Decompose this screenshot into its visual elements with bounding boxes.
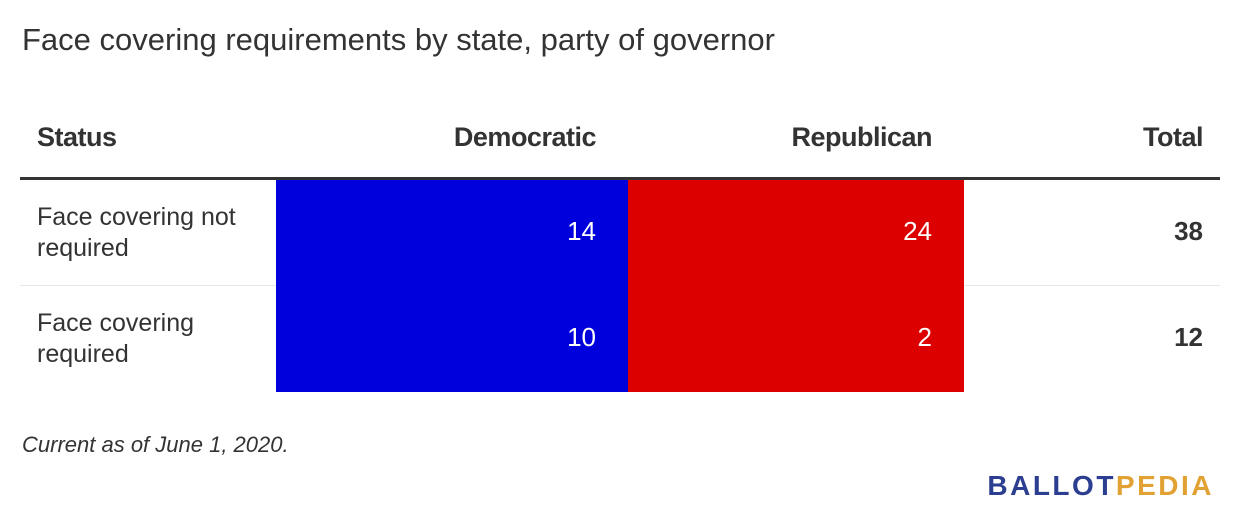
table-row: Face covering required 10 2 12: [20, 286, 1220, 392]
total-value: 12: [1174, 322, 1203, 352]
table-header-row: Status Democratic Republican Total: [20, 100, 1220, 180]
total-value: 38: [1174, 216, 1203, 246]
row-status-label: Face covering not required: [37, 203, 236, 262]
column-header-republican: Republican: [791, 122, 932, 152]
democratic-cell: 14: [276, 180, 628, 286]
republican-cell: 24: [628, 180, 964, 286]
footnote: Current as of June 1, 2020.: [22, 432, 289, 457]
democratic-value: 14: [567, 216, 596, 246]
column-header-total: Total: [1143, 122, 1204, 152]
republican-cell: 2: [628, 286, 964, 392]
democratic-cell: 10: [276, 286, 628, 392]
table-row: Face covering not required 14 24 38: [20, 180, 1220, 286]
logo-part-2: PEDIA: [1115, 470, 1214, 501]
column-header-status: Status: [37, 122, 117, 152]
row-status-label: Face covering required: [37, 309, 195, 368]
democratic-value: 10: [567, 322, 596, 352]
ballotpedia-logo[interactable]: BALLOTPEDIA: [987, 470, 1214, 502]
logo-part-1: BALLOT: [987, 470, 1116, 501]
chart-title: Face covering requirements by state, par…: [22, 22, 775, 57]
data-table: Status Democratic Republican Total Face …: [20, 100, 1220, 392]
republican-value: 24: [903, 216, 932, 246]
column-header-democratic: Democratic: [453, 122, 597, 152]
republican-value: 2: [917, 322, 932, 352]
